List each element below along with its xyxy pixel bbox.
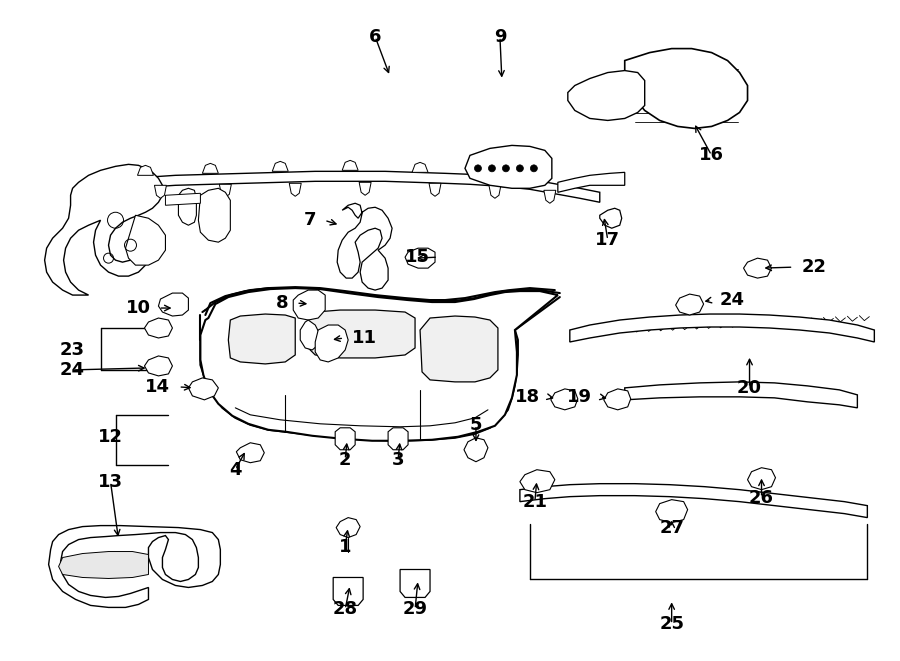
Text: 1: 1: [339, 537, 351, 555]
Polygon shape: [551, 389, 578, 410]
Polygon shape: [237, 443, 265, 463]
Text: 23: 23: [60, 341, 86, 359]
Polygon shape: [544, 190, 556, 204]
Text: 10: 10: [125, 299, 150, 317]
Polygon shape: [45, 165, 162, 295]
Polygon shape: [155, 185, 166, 198]
Text: 15: 15: [405, 248, 430, 266]
Circle shape: [517, 165, 524, 172]
Text: 28: 28: [333, 600, 357, 619]
Polygon shape: [202, 163, 219, 173]
Circle shape: [502, 165, 509, 172]
Text: 29: 29: [402, 600, 428, 619]
Polygon shape: [158, 293, 188, 316]
Polygon shape: [532, 171, 548, 181]
Polygon shape: [188, 378, 219, 400]
Polygon shape: [138, 165, 154, 175]
Polygon shape: [145, 356, 173, 376]
Polygon shape: [293, 290, 325, 320]
Text: 4: 4: [230, 461, 241, 479]
Polygon shape: [604, 389, 631, 410]
Text: 17: 17: [595, 231, 620, 249]
Text: 16: 16: [699, 146, 725, 165]
Polygon shape: [748, 468, 776, 490]
Text: 7: 7: [303, 212, 316, 229]
Polygon shape: [338, 204, 392, 290]
Text: 25: 25: [659, 615, 684, 633]
Polygon shape: [178, 188, 196, 225]
Polygon shape: [405, 248, 435, 268]
Polygon shape: [570, 314, 874, 342]
Text: 24: 24: [60, 361, 86, 379]
Polygon shape: [308, 310, 415, 358]
Polygon shape: [743, 258, 771, 278]
Polygon shape: [656, 500, 688, 523]
Text: 13: 13: [98, 473, 123, 490]
Text: 2: 2: [339, 451, 351, 469]
Polygon shape: [420, 316, 498, 382]
Polygon shape: [558, 173, 625, 192]
Text: 9: 9: [494, 28, 506, 46]
Text: 14: 14: [146, 378, 170, 396]
Polygon shape: [301, 320, 320, 350]
Text: 21: 21: [522, 492, 547, 511]
Text: 11: 11: [352, 329, 377, 347]
Polygon shape: [220, 184, 231, 197]
Text: 20: 20: [737, 379, 762, 397]
Polygon shape: [201, 288, 558, 441]
Polygon shape: [145, 318, 173, 338]
Text: 27: 27: [659, 519, 684, 537]
Text: 6: 6: [369, 28, 382, 46]
Polygon shape: [49, 525, 220, 607]
Polygon shape: [333, 578, 363, 605]
Polygon shape: [315, 325, 348, 362]
Polygon shape: [429, 183, 441, 196]
Polygon shape: [412, 163, 428, 173]
Polygon shape: [568, 71, 644, 120]
Text: 3: 3: [392, 451, 404, 469]
Text: 26: 26: [749, 488, 774, 506]
Polygon shape: [337, 518, 360, 537]
Text: 12: 12: [98, 428, 123, 446]
Text: 18: 18: [515, 388, 540, 406]
Polygon shape: [342, 161, 358, 171]
Polygon shape: [625, 382, 858, 408]
Circle shape: [489, 165, 495, 172]
Polygon shape: [520, 484, 868, 518]
Polygon shape: [465, 145, 552, 188]
Polygon shape: [58, 551, 148, 578]
Polygon shape: [198, 188, 230, 242]
Polygon shape: [166, 193, 201, 206]
Polygon shape: [520, 470, 554, 492]
Polygon shape: [400, 570, 430, 598]
Polygon shape: [464, 438, 488, 462]
Polygon shape: [125, 215, 166, 265]
Text: 22: 22: [802, 258, 826, 276]
Polygon shape: [599, 208, 622, 228]
Polygon shape: [229, 314, 295, 364]
Circle shape: [474, 165, 482, 172]
Polygon shape: [489, 185, 501, 198]
Polygon shape: [388, 428, 408, 449]
Polygon shape: [676, 294, 704, 315]
Polygon shape: [289, 183, 302, 196]
Text: 24: 24: [720, 291, 744, 309]
Text: 8: 8: [275, 294, 288, 312]
Polygon shape: [273, 161, 288, 171]
Polygon shape: [472, 165, 488, 175]
Polygon shape: [359, 182, 371, 195]
Polygon shape: [625, 49, 748, 128]
Circle shape: [530, 165, 537, 172]
Text: 5: 5: [470, 416, 482, 434]
Polygon shape: [73, 171, 599, 202]
Text: 19: 19: [567, 388, 592, 406]
Polygon shape: [335, 428, 356, 449]
